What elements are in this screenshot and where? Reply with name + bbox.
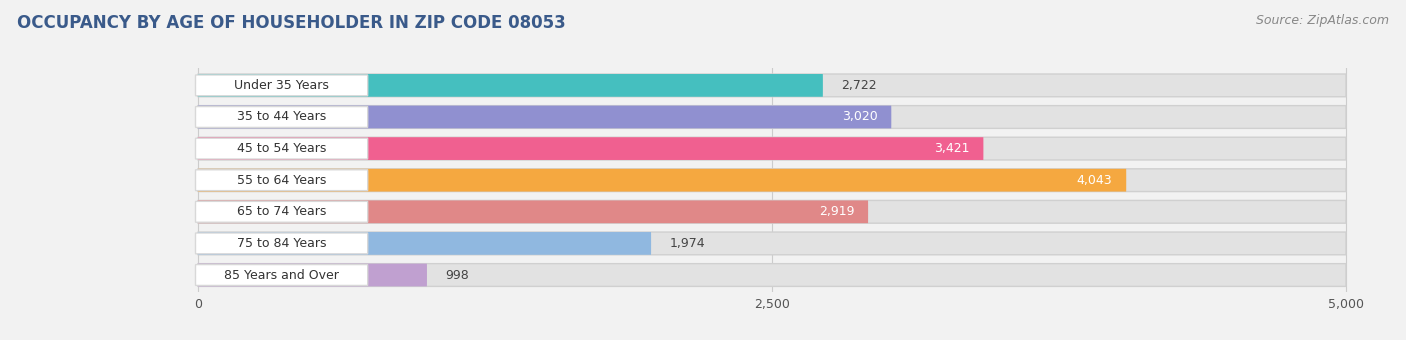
FancyBboxPatch shape: [198, 232, 651, 255]
Text: OCCUPANCY BY AGE OF HOUSEHOLDER IN ZIP CODE 08053: OCCUPANCY BY AGE OF HOUSEHOLDER IN ZIP C…: [17, 14, 565, 32]
Text: 75 to 84 Years: 75 to 84 Years: [236, 237, 326, 250]
FancyBboxPatch shape: [198, 74, 823, 97]
FancyBboxPatch shape: [198, 169, 1126, 191]
Text: 45 to 54 Years: 45 to 54 Years: [236, 142, 326, 155]
Text: 1,974: 1,974: [669, 237, 704, 250]
FancyBboxPatch shape: [198, 200, 1346, 223]
Text: 4,043: 4,043: [1077, 174, 1112, 187]
FancyBboxPatch shape: [198, 74, 1346, 97]
Text: 55 to 64 Years: 55 to 64 Years: [236, 174, 326, 187]
FancyBboxPatch shape: [198, 232, 1346, 255]
Text: 3,421: 3,421: [934, 142, 970, 155]
FancyBboxPatch shape: [195, 265, 368, 286]
FancyBboxPatch shape: [195, 138, 368, 159]
FancyBboxPatch shape: [198, 106, 891, 129]
FancyBboxPatch shape: [195, 233, 368, 254]
FancyBboxPatch shape: [198, 106, 1346, 129]
FancyBboxPatch shape: [195, 170, 368, 191]
FancyBboxPatch shape: [198, 264, 1346, 286]
FancyBboxPatch shape: [198, 137, 1346, 160]
FancyBboxPatch shape: [198, 264, 427, 286]
FancyBboxPatch shape: [198, 169, 1346, 191]
Text: 2,722: 2,722: [841, 79, 877, 92]
FancyBboxPatch shape: [195, 201, 368, 222]
FancyBboxPatch shape: [198, 137, 983, 160]
Text: Source: ZipAtlas.com: Source: ZipAtlas.com: [1256, 14, 1389, 27]
Text: Under 35 Years: Under 35 Years: [235, 79, 329, 92]
Text: 3,020: 3,020: [842, 110, 877, 123]
FancyBboxPatch shape: [198, 200, 868, 223]
Text: 85 Years and Over: 85 Years and Over: [224, 269, 339, 282]
FancyBboxPatch shape: [195, 75, 368, 96]
Text: 65 to 74 Years: 65 to 74 Years: [236, 205, 326, 218]
Text: 998: 998: [446, 269, 470, 282]
Text: 35 to 44 Years: 35 to 44 Years: [238, 110, 326, 123]
FancyBboxPatch shape: [195, 106, 368, 128]
Text: 2,919: 2,919: [818, 205, 855, 218]
